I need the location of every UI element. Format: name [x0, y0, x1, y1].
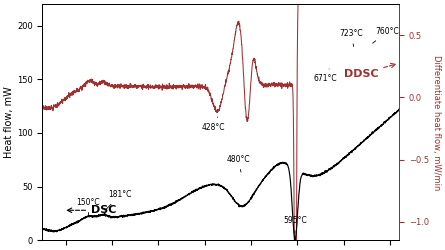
- Text: 671°C: 671°C: [313, 69, 337, 84]
- Text: 480°C: 480°C: [226, 155, 250, 172]
- Y-axis label: Heat flow, mW: Heat flow, mW: [4, 86, 14, 158]
- Text: DSC: DSC: [67, 205, 117, 215]
- Text: DDSC: DDSC: [344, 63, 395, 79]
- Text: 150°C: 150°C: [76, 198, 100, 215]
- Y-axis label: Differentiate heat flow, mW/min: Differentiate heat flow, mW/min: [432, 54, 441, 190]
- Text: 181°C: 181°C: [105, 190, 132, 210]
- Text: 723°C: 723°C: [339, 29, 363, 46]
- Text: 760°C: 760°C: [372, 27, 399, 43]
- Text: 428°C: 428°C: [202, 117, 226, 132]
- Text: 595°C: 595°C: [283, 216, 307, 233]
